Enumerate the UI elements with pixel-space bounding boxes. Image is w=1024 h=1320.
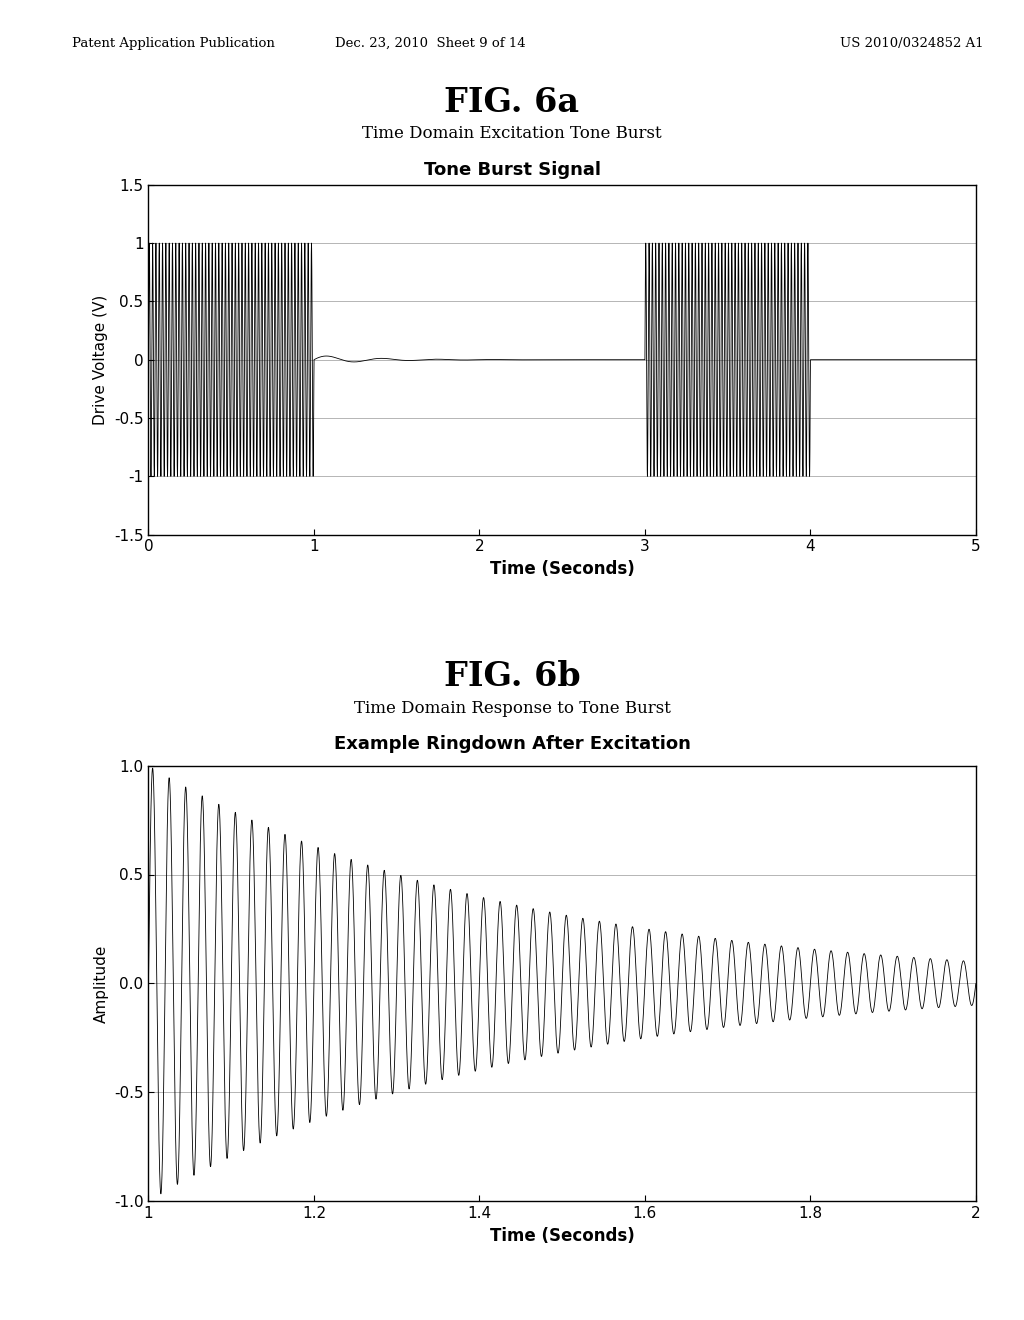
Text: FIG. 6a: FIG. 6a xyxy=(444,86,580,119)
Text: Example Ringdown After Excitation: Example Ringdown After Excitation xyxy=(334,735,690,754)
X-axis label: Time (Seconds): Time (Seconds) xyxy=(489,560,635,578)
Y-axis label: Amplitude: Amplitude xyxy=(93,944,109,1023)
Text: Dec. 23, 2010  Sheet 9 of 14: Dec. 23, 2010 Sheet 9 of 14 xyxy=(335,37,525,50)
Text: US 2010/0324852 A1: US 2010/0324852 A1 xyxy=(840,37,983,50)
X-axis label: Time (Seconds): Time (Seconds) xyxy=(489,1226,635,1245)
Text: Time Domain Excitation Tone Burst: Time Domain Excitation Tone Burst xyxy=(362,125,662,143)
Text: Time Domain Response to Tone Burst: Time Domain Response to Tone Burst xyxy=(353,700,671,717)
Text: FIG. 6b: FIG. 6b xyxy=(443,660,581,693)
Y-axis label: Drive Voltage (V): Drive Voltage (V) xyxy=(93,294,109,425)
Text: Tone Burst Signal: Tone Burst Signal xyxy=(424,161,600,180)
Text: Patent Application Publication: Patent Application Publication xyxy=(72,37,274,50)
